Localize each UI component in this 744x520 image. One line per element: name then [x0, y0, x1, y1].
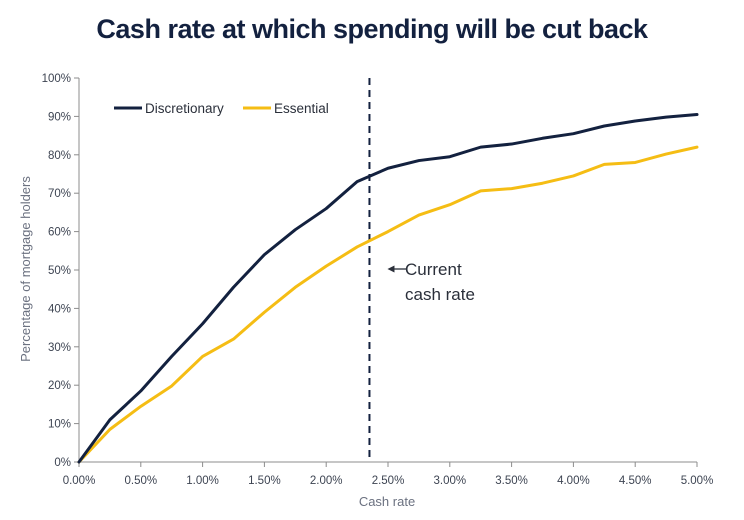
y-tick-label: 50% [48, 265, 71, 277]
y-axis-title: Percentage of mortgage holders [18, 176, 33, 362]
y-tick-label: 60% [48, 227, 71, 239]
x-tick-label: 2.00% [310, 475, 343, 487]
x-tick-label: 1.50% [248, 475, 281, 487]
y-tick-label: 20% [48, 380, 71, 392]
y-tick-label: 70% [48, 188, 71, 200]
y-tick-label: 0% [54, 457, 71, 469]
y-tick-label: 10% [48, 419, 71, 431]
x-tick-label: 1.00% [186, 475, 219, 487]
chart-title: Cash rate at which spending will be cut … [96, 14, 648, 44]
x-tick-label: 2.50% [372, 475, 405, 487]
x-tick-label: 3.50% [495, 475, 528, 487]
y-tick-label: 40% [48, 303, 71, 315]
annotation-cash-rate-label: cash rate [405, 285, 475, 304]
y-tick-label: 90% [48, 111, 71, 123]
axes: 0% 10% 20% 30% 40% 50% 60% 70% 80% 90% 100% 0.00% 0.… [42, 73, 714, 487]
x-axis-title: Cash rate [359, 494, 415, 509]
x-tick-label: 3.00% [433, 475, 466, 487]
series-line-essential [77, 145, 699, 464]
series-lines [77, 112, 699, 464]
x-tick-label: 5.00% [681, 475, 714, 487]
x-tick-label: 4.00% [557, 475, 590, 487]
legend-label-discretionary: Discretionary [145, 101, 224, 116]
reference-line-group [368, 78, 408, 462]
x-tick-label: 4.50% [619, 475, 652, 487]
annotation-current-label: Current [405, 260, 462, 279]
legend-label-essential: Essential [274, 101, 329, 116]
y-tick-label: 30% [48, 342, 71, 354]
x-tick-label: 0.00% [63, 475, 96, 487]
legend: Discretionary Essential [114, 101, 329, 116]
series-line-discretionary [77, 112, 699, 464]
x-tick-label: 0.50% [124, 475, 157, 487]
annotation-arrow-head [387, 265, 395, 273]
y-tick-label: 100% [42, 73, 71, 85]
y-tick-label: 80% [48, 150, 71, 162]
